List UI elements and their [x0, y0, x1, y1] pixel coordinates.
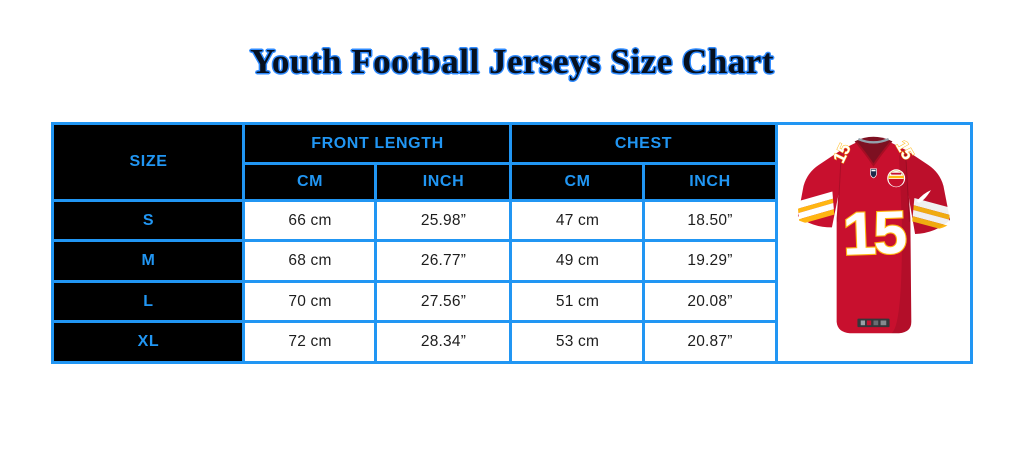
- page-title: Youth Football Jerseys Size Chart: [250, 42, 774, 81]
- collar-back-strip: [857, 137, 890, 144]
- col-header-chest-inch: INCH: [642, 162, 778, 202]
- chiefs-patch-icon: [887, 169, 906, 188]
- front-length-cm-value: 66 cm: [242, 199, 378, 242]
- col-header-size: SIZE: [51, 122, 246, 202]
- collar-interior: [854, 136, 893, 169]
- jersey-torso: [836, 142, 912, 334]
- col-header-front-cm: CM: [242, 162, 378, 202]
- table-row-xl: XL 72 cm 28.34” 53 cm 20.87”: [51, 320, 971, 364]
- jersey-number: 15: [841, 198, 906, 268]
- front-length-cm-value: 68 cm: [242, 239, 378, 283]
- jersey-illustration: 15 15 15: [780, 136, 960, 334]
- chest-cm-value: 51 cm: [509, 280, 646, 323]
- table-row-m: M 68 cm 26.77” 49 cm 19.29”: [51, 239, 971, 283]
- front-length-cm-value: 72 cm: [242, 320, 378, 364]
- chest-cm-value: 47 cm: [509, 199, 646, 242]
- table-row-l: L 70 cm 27.56” 51 cm 20.08”: [51, 280, 971, 323]
- row-size-label: L: [51, 280, 246, 323]
- chest-cm-value: 49 cm: [509, 239, 646, 283]
- front-length-inch-value: 26.77”: [374, 239, 513, 283]
- table-row-s: S 66 cm 25.98” 47 cm 18.50”: [51, 199, 971, 242]
- front-length-inch-value: 27.56”: [374, 280, 513, 323]
- header-row-units: CM INCH CM INCH: [53, 162, 971, 202]
- row-size-label: XL: [51, 320, 246, 364]
- col-header-front-inch: INCH: [374, 162, 513, 202]
- jock-tag: [857, 318, 890, 328]
- right-seam: [905, 151, 910, 222]
- left-seam: [837, 151, 842, 222]
- nike-swoosh-icon: [916, 190, 931, 203]
- row-size-label: S: [51, 199, 246, 242]
- col-header-chest-cm: CM: [509, 162, 646, 202]
- size-chart-table: SIZE FRONT LENGTH CHEST: [51, 122, 973, 364]
- chest-inch-value: 20.08”: [642, 280, 778, 323]
- jersey-product-image: 15 15 15: [774, 122, 973, 364]
- front-length-inch-value: 25.98”: [374, 199, 513, 242]
- collar-trim: [855, 141, 892, 167]
- jersey-side-shading: [891, 149, 912, 334]
- header-row-groups: SIZE FRONT LENGTH CHEST: [51, 122, 973, 364]
- row-size-label: M: [51, 239, 246, 283]
- nfl-shield-icon: [870, 168, 877, 179]
- chest-inch-value: 20.87”: [642, 320, 778, 364]
- col-header-chest: CHEST: [509, 122, 778, 165]
- col-header-front-length: FRONT LENGTH: [242, 122, 513, 165]
- front-length-inch-value: 28.34”: [374, 320, 513, 364]
- jersey-left-sleeve: [780, 149, 842, 230]
- chest-cm-value: 53 cm: [509, 320, 646, 364]
- chest-inch-value: 19.29”: [642, 239, 778, 283]
- front-length-cm-value: 70 cm: [242, 280, 378, 323]
- chest-inch-value: 18.50”: [642, 199, 778, 242]
